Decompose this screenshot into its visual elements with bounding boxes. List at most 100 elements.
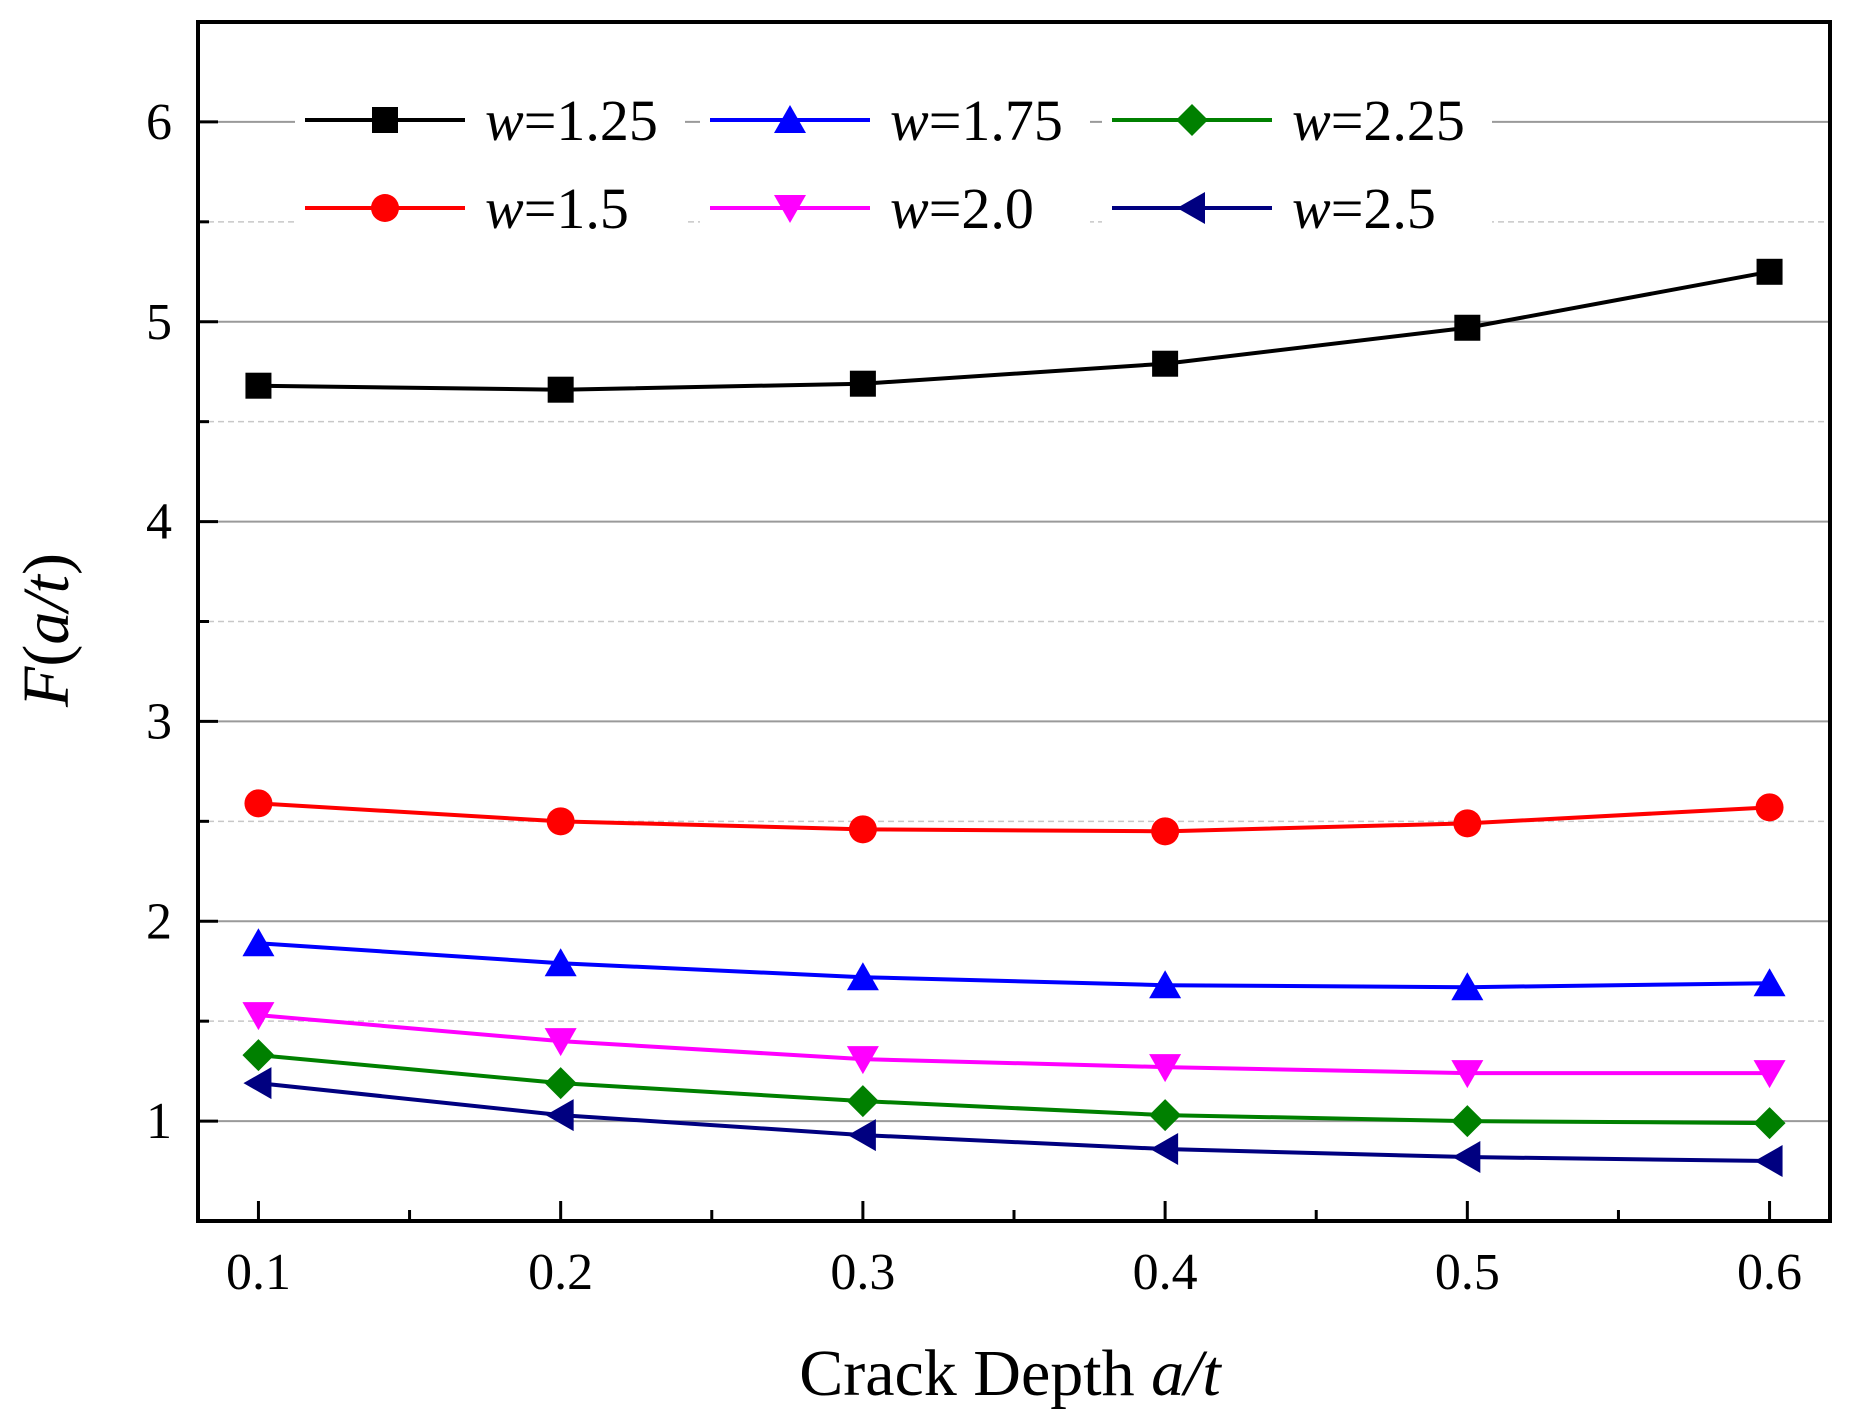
data-point [1451,1105,1484,1138]
data-point [242,1002,275,1031]
data-point [244,789,273,818]
legend-label-value: =2.5 [1331,176,1436,241]
data-point [1453,809,1482,838]
data-point [1149,1054,1182,1083]
legend-label: w=1.75 [890,88,1063,153]
legend-marker [1177,192,1205,224]
legend-label: w=2.25 [1292,88,1465,153]
legend: w=1.25 w=1.75 w=2.25w=1.5 w=2.0 w=2.5 [295,78,1492,250]
data-point [547,376,574,403]
data-point [1149,1099,1182,1132]
x-tick-label: 0.6 [1737,1244,1802,1301]
y-tick-label: 1 [146,1093,172,1150]
data-point [1753,1060,1786,1089]
series-w-2-0 [242,1002,1786,1089]
data-point [1150,1133,1179,1166]
legend-item: w=2.5 [1102,166,1492,250]
data-point [545,1099,574,1132]
legend-label-var: w [485,176,524,241]
data-point [847,1119,876,1152]
legend-label: w=2.5 [1292,176,1436,241]
y-tick-label: 4 [146,494,172,551]
x-tick-label: 0.4 [1133,1244,1198,1301]
x-tick-label: 0.1 [226,1244,291,1301]
data-point [1151,817,1180,846]
series-w-1-25 [245,258,1783,403]
y-axis-title-paren-close: ) [10,553,83,575]
y-tick-label: 2 [146,893,172,950]
data-point [846,1046,879,1075]
legend-label-var: w [890,176,929,241]
legend-marker [1176,104,1208,136]
data-point [1454,314,1481,341]
data-point [849,370,876,397]
legend-label: w=2.0 [890,176,1034,241]
series-w-2-25 [242,1039,1786,1140]
x-axis-title: Crack Depth a/t [799,1337,1222,1410]
x-tick-label: 0.3 [830,1244,895,1301]
legend-marker [774,105,806,133]
data-point [1756,258,1783,285]
series-line [258,941,1770,990]
data-point [245,372,272,399]
legend-item: w=1.25 [295,78,685,162]
data-point [1452,1141,1481,1174]
series-w-2-5 [243,1067,1783,1178]
y-axis-title-var: a/t [10,573,83,644]
series-group [242,258,1786,1178]
y-axis-title: F(a/t) [10,553,83,708]
legend-label-value: =2.25 [1331,88,1465,153]
legend-label-var: w [485,88,524,153]
data-point [544,1028,577,1057]
legend-label-value: =1.5 [524,176,629,241]
y-tick-label: 6 [146,94,172,151]
series-w-1-75 [242,928,1786,1001]
data-point [243,1067,272,1100]
data-point [1754,1145,1783,1178]
series-line [258,269,1770,392]
data-point [1753,968,1786,997]
data-point [1753,1107,1786,1140]
legend-marker [371,194,399,222]
legend-item: w=2.25 [1102,78,1492,162]
data-point [1755,793,1784,822]
data-point [546,807,575,836]
data-point [848,815,877,844]
y-tick-label: 5 [146,294,172,351]
series-line [258,1013,1770,1076]
y-axis-title-func: F [10,666,83,708]
axes: 1 2 3 4 5 6 0.1 0.2 0.3 0.4 0.5 0.6 [146,20,1832,1301]
x-tick-label: 0.2 [528,1244,593,1301]
data-point [1451,1060,1484,1089]
data-point [544,1067,577,1100]
data-point [846,962,879,991]
legend-label-var: w [1292,88,1331,153]
data-point [1451,972,1484,1001]
legend-item: w=1.75 [700,78,1090,162]
data-point [1149,970,1182,999]
x-axis-title-prefix: Crack Depth [799,1337,1151,1410]
data-point [242,928,275,957]
x-axis-title-var: a/t [1151,1337,1222,1410]
series-line [258,1053,1770,1126]
legend-item: w=2.0 [700,166,1090,250]
x-tick-label: 0.5 [1435,1244,1500,1301]
data-point [1152,350,1179,377]
series-line [258,801,1770,834]
y-tick-label: 3 [146,693,172,750]
legend-label-value: =1.75 [929,88,1063,153]
legend-marker [774,195,806,223]
legend-marker [372,107,398,133]
data-point [242,1039,275,1072]
legend-label: w=1.5 [485,176,629,241]
legend-label-value: =1.25 [524,88,658,153]
legend-label-value: =2.0 [929,176,1034,241]
legend-item: w=1.5 [295,166,685,250]
legend-label-var: w [1292,176,1331,241]
series-w-1-5 [244,789,1784,846]
legend-label: w=1.25 [485,88,658,153]
data-point [544,948,577,977]
legend-label-var: w [890,88,929,153]
